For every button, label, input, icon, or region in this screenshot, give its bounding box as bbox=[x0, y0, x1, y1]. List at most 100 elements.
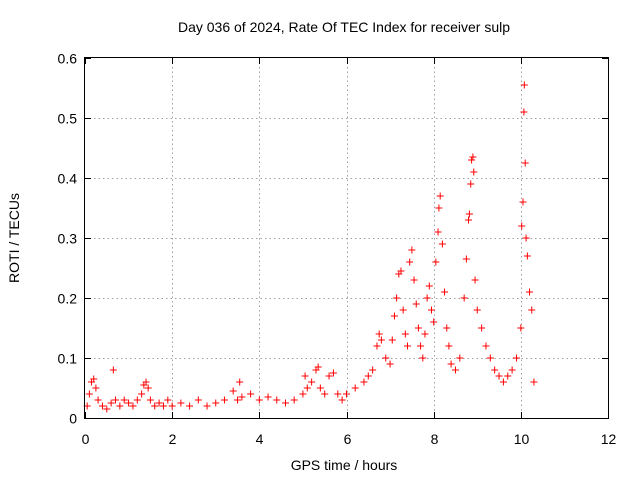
x-tick-label: 8 bbox=[431, 431, 439, 447]
data-point bbox=[491, 366, 499, 374]
y-tick-label: 0.3 bbox=[58, 231, 78, 247]
data-point bbox=[465, 210, 473, 218]
x-tick-label: 6 bbox=[344, 431, 352, 447]
data-point bbox=[229, 387, 237, 395]
data-point bbox=[155, 399, 163, 407]
data-point bbox=[465, 216, 473, 224]
data-point bbox=[382, 354, 390, 362]
data-point bbox=[441, 288, 449, 296]
data-point bbox=[116, 402, 124, 410]
data-point bbox=[151, 402, 159, 410]
data-point bbox=[338, 396, 346, 404]
data-point bbox=[329, 369, 337, 377]
data-point bbox=[120, 396, 128, 404]
data-point bbox=[438, 240, 446, 248]
data-point bbox=[499, 378, 507, 386]
data-point bbox=[112, 396, 120, 404]
y-tick-label: 0.6 bbox=[58, 51, 78, 67]
data-point bbox=[401, 330, 409, 338]
data-point bbox=[255, 396, 263, 404]
data-point bbox=[299, 390, 307, 398]
data-point bbox=[129, 402, 137, 410]
data-point bbox=[467, 180, 475, 188]
data-point bbox=[390, 312, 398, 320]
data-point bbox=[412, 300, 420, 308]
x-tick-label: 0 bbox=[82, 431, 90, 447]
y-tick-label: 0 bbox=[69, 411, 77, 427]
data-point bbox=[414, 324, 422, 332]
data-point bbox=[146, 396, 154, 404]
data-point bbox=[325, 372, 333, 380]
data-point bbox=[238, 393, 246, 401]
ticks-layer bbox=[85, 58, 609, 419]
data-point bbox=[512, 354, 520, 362]
chart-title: Day 036 of 2024, Rate Of TEC Index for r… bbox=[178, 19, 510, 35]
data-point bbox=[377, 336, 385, 344]
data-point bbox=[460, 294, 468, 302]
data-point bbox=[94, 396, 102, 404]
data-point bbox=[518, 222, 526, 230]
data-point bbox=[421, 330, 429, 338]
data-point bbox=[194, 396, 202, 404]
data-point bbox=[386, 360, 394, 368]
data-point bbox=[334, 390, 342, 398]
data-point bbox=[468, 156, 476, 164]
data-point bbox=[504, 372, 512, 380]
data-point bbox=[314, 363, 322, 371]
data-point bbox=[92, 384, 100, 392]
x-tick-label: 4 bbox=[256, 431, 264, 447]
data-point bbox=[519, 198, 527, 206]
data-point bbox=[107, 399, 115, 407]
data-point bbox=[234, 396, 242, 404]
data-point bbox=[445, 342, 453, 350]
x-tick-label: 10 bbox=[514, 431, 530, 447]
data-point bbox=[301, 372, 309, 380]
data-point bbox=[308, 378, 316, 386]
data-point bbox=[138, 390, 146, 398]
data-point bbox=[159, 402, 167, 410]
x-tick-label: 12 bbox=[601, 431, 617, 447]
grid-layer bbox=[85, 58, 608, 418]
data-point bbox=[399, 306, 407, 314]
data-point bbox=[432, 258, 440, 266]
data-point bbox=[470, 168, 478, 176]
data-point bbox=[186, 402, 194, 410]
data-point bbox=[212, 399, 220, 407]
data-point bbox=[109, 366, 117, 374]
data-point bbox=[456, 354, 464, 362]
data-point bbox=[520, 81, 528, 89]
data-point bbox=[419, 354, 427, 362]
data-point bbox=[281, 399, 289, 407]
data-point bbox=[177, 399, 185, 407]
data-point bbox=[478, 324, 486, 332]
data-point bbox=[98, 402, 106, 410]
data-point bbox=[530, 378, 538, 386]
data-point bbox=[144, 384, 152, 392]
data-point bbox=[321, 390, 329, 398]
data-point bbox=[351, 384, 359, 392]
data-point bbox=[523, 252, 531, 260]
data-point bbox=[425, 282, 433, 290]
data-point bbox=[430, 318, 438, 326]
data-point bbox=[164, 396, 172, 404]
data-point bbox=[473, 306, 481, 314]
data-point bbox=[528, 306, 536, 314]
y-tick-label: 0.5 bbox=[58, 111, 78, 127]
data-point bbox=[273, 396, 281, 404]
labels-layer: 0 2 4 6 8 10 12 0 0.1 0.2 0.3 0.4 0.5 0.6 bbox=[58, 51, 617, 448]
data-point bbox=[142, 378, 150, 386]
y-tick-label: 0.4 bbox=[58, 171, 78, 187]
plot-frame bbox=[84, 57, 609, 419]
data-point bbox=[369, 366, 377, 374]
data-point bbox=[388, 336, 396, 344]
data-point bbox=[85, 390, 93, 398]
data-point bbox=[393, 294, 401, 302]
data-point bbox=[482, 342, 490, 350]
data-point bbox=[125, 399, 133, 407]
data-point bbox=[343, 390, 350, 398]
data-point bbox=[417, 342, 425, 350]
data-point bbox=[451, 366, 459, 374]
x-tick-label: 2 bbox=[169, 431, 177, 447]
